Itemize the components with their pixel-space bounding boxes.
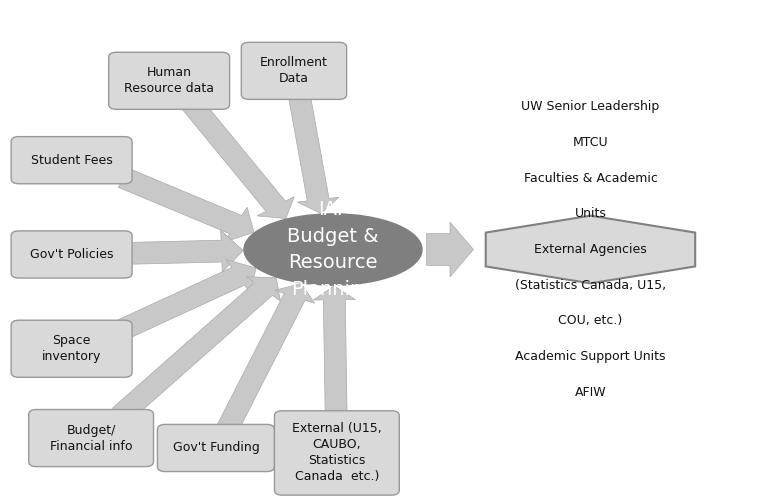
FancyBboxPatch shape (11, 231, 132, 278)
Polygon shape (124, 230, 244, 272)
Polygon shape (288, 93, 339, 214)
Text: MTCU: MTCU (572, 136, 608, 149)
Text: Academic Support Units: Academic Support Units (515, 350, 666, 363)
Polygon shape (182, 99, 294, 219)
FancyBboxPatch shape (109, 52, 229, 109)
Text: External (U15,
CAUBO,
Statistics
Canada  etc.): External (U15, CAUBO, Statistics Canada … (292, 423, 382, 484)
Polygon shape (118, 169, 254, 242)
Polygon shape (113, 277, 280, 421)
FancyBboxPatch shape (29, 410, 153, 467)
Text: Units: Units (575, 207, 606, 220)
Text: Student Fees: Student Fees (31, 154, 113, 167)
Text: Budget/
Financial info: Budget/ Financial info (50, 424, 132, 453)
Text: Faculties & Academic: Faculties & Academic (524, 172, 658, 185)
Text: IAP
Budget &
Resource
Planning: IAP Budget & Resource Planning (287, 200, 379, 299)
Text: Enrollment
Data: Enrollment Data (260, 56, 328, 85)
Polygon shape (217, 283, 315, 433)
FancyBboxPatch shape (241, 42, 347, 99)
Polygon shape (427, 222, 474, 277)
Ellipse shape (244, 213, 423, 286)
Polygon shape (485, 216, 695, 283)
Polygon shape (118, 259, 256, 338)
Text: AFIW: AFIW (575, 386, 606, 399)
FancyBboxPatch shape (11, 137, 132, 184)
Text: Space
inventory: Space inventory (42, 334, 101, 363)
Text: Human
Resource data: Human Resource data (124, 66, 214, 95)
Text: UW Senior Leadership: UW Senior Leadership (521, 100, 659, 113)
Text: Gov't Funding: Gov't Funding (172, 442, 259, 455)
Text: COU, etc.): COU, etc.) (558, 314, 622, 327)
Text: Gov't Policies: Gov't Policies (30, 248, 114, 261)
Text: External Agencies: External Agencies (534, 243, 647, 256)
Polygon shape (313, 286, 355, 416)
FancyBboxPatch shape (275, 411, 399, 495)
FancyBboxPatch shape (157, 425, 275, 472)
FancyBboxPatch shape (11, 320, 132, 377)
Text: (Statistics Canada, U15,: (Statistics Canada, U15, (515, 279, 666, 292)
